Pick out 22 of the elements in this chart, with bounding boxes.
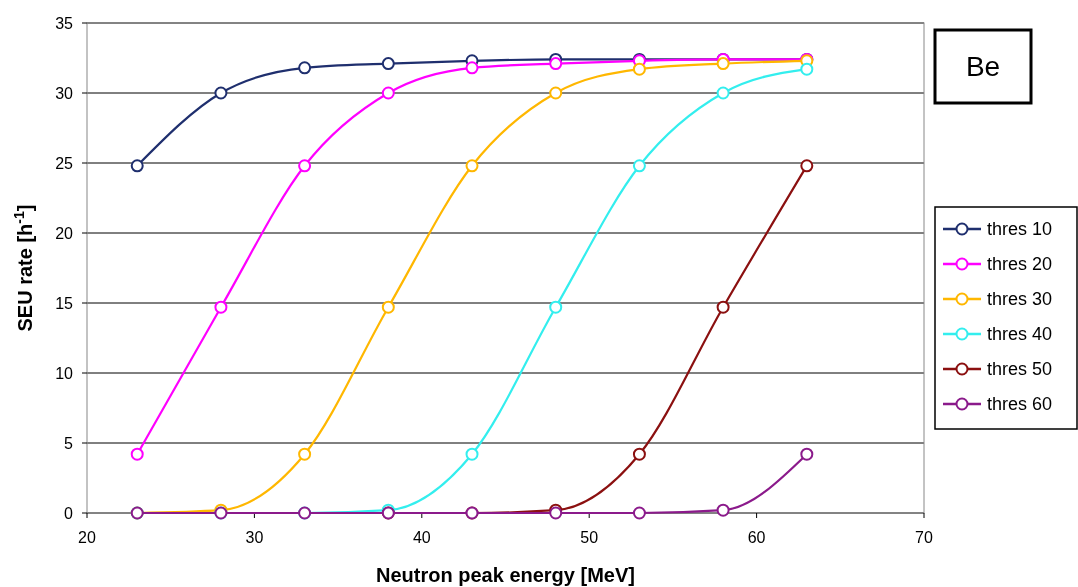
x-tick-label: 40: [412, 529, 431, 546]
y-tick-label: 30: [55, 85, 74, 102]
legend-label: thres 10: [987, 219, 1053, 239]
text: Be: [965, 51, 1001, 82]
x-tick-label: 30: [245, 529, 264, 546]
x-tick-label: 70: [915, 529, 933, 546]
x-tick-label: 20: [78, 529, 96, 546]
y-tick-label: 15: [55, 295, 74, 312]
legend-label: thres 20: [987, 254, 1053, 274]
y-tick-label: 25: [55, 155, 74, 172]
x-tick-label: 60: [747, 529, 766, 546]
y-tick-label: 10: [55, 365, 74, 382]
x-axis-title: Neutron peak energy [MeV]: [376, 564, 635, 586]
legend-label: thres 50: [987, 359, 1053, 379]
legend-label: thres 30: [987, 289, 1053, 309]
legend-label: thres 60: [987, 394, 1053, 414]
y-tick-label: 20: [55, 225, 74, 242]
legend-label: thres 40: [987, 324, 1053, 344]
y-tick-label: 5: [64, 435, 74, 452]
y-tick-label: 0: [64, 505, 74, 522]
x-tick-label: 50: [580, 529, 599, 546]
y-tick-label: 35: [55, 15, 74, 32]
